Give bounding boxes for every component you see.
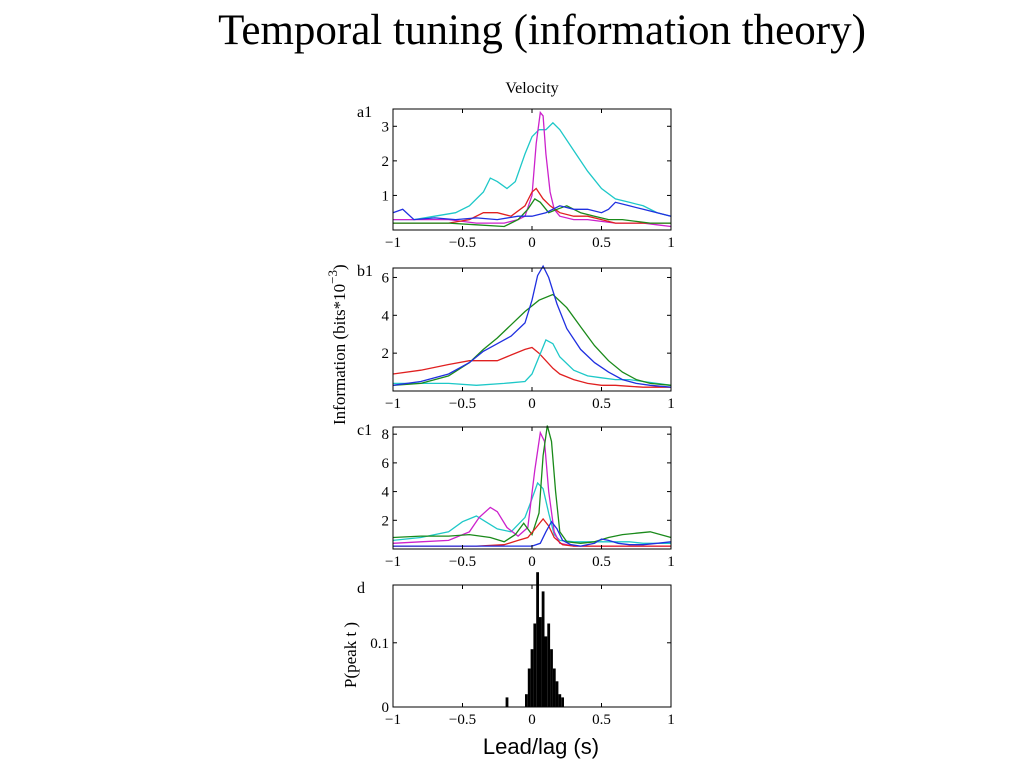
histogram-bar (505, 697, 509, 707)
histogram-bar (561, 697, 564, 707)
series-line-b1-2 (393, 338, 672, 386)
x-tick-label: −1 (385, 396, 401, 412)
x-tick-label: 0.5 (592, 396, 611, 412)
series-line-a1-1 (393, 121, 672, 221)
histogram-bar (533, 623, 537, 707)
x-axis-label: Lead/lag (s) (482, 734, 600, 759)
histogram-bar (536, 572, 539, 707)
series-line-a1-2 (393, 110, 672, 228)
x-tick-label: 0.5 (592, 235, 611, 251)
x-tick-label: −0.5 (449, 235, 476, 251)
x-tick-label: −1 (385, 235, 401, 251)
y-axis-label-exponent: −3 (325, 270, 340, 284)
y-tick-label: 3 (382, 119, 390, 135)
histogram-bar (525, 694, 528, 707)
series-line-a1-5 (392, 201, 672, 221)
series-line-c1-2 (392, 430, 671, 547)
x-tick-label: 1 (667, 712, 675, 728)
histogram-bar (527, 668, 531, 707)
x-tick-label: 0 (528, 235, 536, 251)
x-tick-label: 1 (667, 235, 675, 251)
x-tick-label: 0 (528, 396, 536, 412)
x-tick-label: −0.5 (449, 712, 476, 728)
series-line-a1-4 (393, 198, 671, 228)
histogram-bar (530, 649, 534, 707)
slide-title: Temporal tuning (information theory) (218, 7, 866, 54)
y-axis-label-close: ) (330, 264, 349, 270)
series-line-c1-5 (393, 520, 672, 547)
y-tick-label: 2 (382, 513, 390, 529)
x-tick-label: 1 (667, 554, 675, 570)
series-line-b1-3 (392, 293, 672, 386)
y-axis-label-histogram: P(peak t ) (341, 622, 360, 688)
panel-label-a1: a1 (357, 104, 372, 121)
panel-label-d: d (357, 580, 365, 597)
y-tick-label: 4 (382, 485, 390, 501)
series-line-b1-4 (392, 264, 672, 388)
x-tick-label: −0.5 (449, 396, 476, 412)
y-axis-label-main: Information (bits*10 (330, 284, 349, 425)
y-tick-label: 2 (382, 154, 390, 170)
x-tick-label: −1 (385, 712, 401, 728)
y-tick-label: 2 (382, 346, 390, 362)
histogram-bar (555, 681, 559, 707)
histogram-bar (547, 623, 551, 707)
series-line-a1-3 (393, 187, 671, 224)
x-tick-label: 0 (528, 712, 536, 728)
y-tick-label: 0.1 (370, 636, 389, 652)
histogram-bar (550, 649, 553, 707)
histogram-bar (552, 668, 556, 707)
x-tick-label: 0.5 (592, 712, 611, 728)
x-tick-label: 1 (667, 396, 675, 412)
y-tick-label: 6 (382, 456, 390, 472)
y-tick-label: 6 (382, 270, 390, 286)
panel-a1: −1 −0.5 0 0.5 1 1 2 3 a1 (357, 104, 675, 251)
histogram-bar (544, 636, 548, 707)
y-tick-label: 4 (382, 308, 390, 324)
panel-title: Velocity (505, 80, 558, 97)
x-tick-label: −0.5 (449, 554, 476, 570)
series-line-b1-1 (392, 346, 671, 388)
y-axis-label-information: Information (bits*10−3) (325, 264, 349, 425)
y-tick-label: 8 (382, 427, 390, 443)
x-tick-label: −1 (385, 554, 401, 570)
x-tick-label: 0.5 (592, 554, 611, 570)
series-line-c1-3 (392, 425, 672, 544)
histogram-bar (539, 617, 542, 707)
histogram-bar (558, 694, 562, 707)
panels-group: −1 −0.5 0 0.5 1 1 2 3 a1 −1 −0.5 0 0.5 1 2 4 6 b1 −1 −0.5 0 0… (357, 104, 675, 728)
x-tick-label: 0 (528, 554, 536, 570)
axes-frame-a1 (392, 108, 672, 231)
histogram-bar (541, 591, 545, 707)
y-tick-label: 0 (382, 700, 390, 716)
panel-label-c1: c1 (357, 422, 372, 439)
panel-d: −1 −0.5 0 0.5 1 0 0.1 d (357, 572, 675, 728)
panel-b1: −1 −0.5 0 0.5 1 2 4 6 b1 (357, 263, 675, 412)
panel-label-b1: b1 (357, 263, 373, 280)
y-tick-label: 1 (382, 188, 390, 204)
panel-c1: −1 −0.5 0 0.5 1 2 4 6 8 c1 (357, 422, 675, 570)
